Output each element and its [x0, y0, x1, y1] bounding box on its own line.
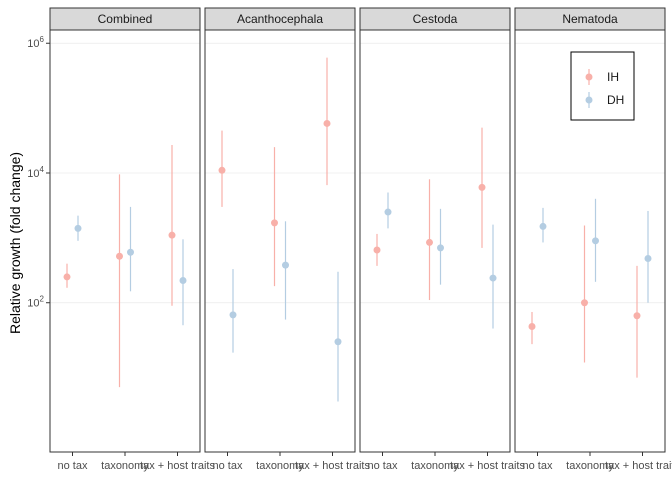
panel-background — [360, 30, 510, 452]
data-point — [282, 261, 289, 269]
data-point — [271, 219, 278, 227]
x-tick-label: tax + host traits — [605, 460, 672, 472]
data-point — [489, 274, 497, 282]
data-point — [218, 166, 226, 174]
data-point — [633, 312, 641, 320]
data-point — [426, 238, 433, 246]
data-point — [229, 311, 237, 319]
x-tick-label: tax + host traits — [450, 460, 525, 472]
y-tick-label: 104 — [27, 165, 44, 180]
x-tick-label: no tax — [58, 460, 88, 472]
data-point — [179, 277, 187, 285]
data-point — [373, 246, 381, 254]
x-tick-label: no tax — [523, 460, 553, 472]
data-point — [116, 252, 123, 260]
data-point — [592, 237, 599, 245]
x-tick-label: taxonomy — [411, 460, 459, 472]
y-tick-label: 106 — [27, 35, 44, 50]
x-tick-label: tax + host traits — [295, 460, 370, 472]
data-point — [539, 222, 547, 230]
y-tick-label: 102 — [27, 295, 44, 310]
panel-background — [205, 30, 355, 452]
data-point — [323, 119, 331, 127]
facet-strip-label: Acanthocephala — [237, 12, 323, 26]
legend-box — [570, 51, 635, 121]
y-axis: 102 104 106 — [27, 35, 50, 310]
legend-key-point — [585, 96, 593, 104]
data-point — [581, 299, 588, 307]
legend-key-point — [585, 73, 593, 81]
x-tick-label: no tax — [213, 460, 243, 472]
data-point — [168, 231, 176, 239]
x-tick-label: taxonomy — [101, 460, 149, 472]
data-point — [63, 273, 71, 281]
data-point — [127, 248, 134, 256]
data-point — [478, 183, 486, 191]
data-point — [644, 255, 652, 263]
facet-strip-label: Cestoda — [413, 12, 458, 26]
data-point — [384, 208, 392, 216]
data-point — [528, 323, 536, 331]
x-tick-label: taxonomy — [256, 460, 304, 472]
legend-label: IH — [607, 70, 619, 84]
x-tick-label: no tax — [368, 460, 398, 472]
data-point — [437, 244, 444, 252]
facet-strip-label: Nematoda — [562, 12, 618, 26]
legend-label: DH — [607, 93, 624, 107]
facet-strip-label: Combined — [98, 12, 153, 26]
data-point — [334, 338, 342, 346]
x-tick-label: taxonomy — [566, 460, 614, 472]
y-axis-title: Relative growth (fold change) — [7, 152, 23, 334]
panel-background — [50, 30, 200, 452]
data-point — [74, 224, 82, 232]
legend: IH DH — [570, 51, 635, 121]
x-tick-label: tax + host traits — [140, 460, 215, 472]
